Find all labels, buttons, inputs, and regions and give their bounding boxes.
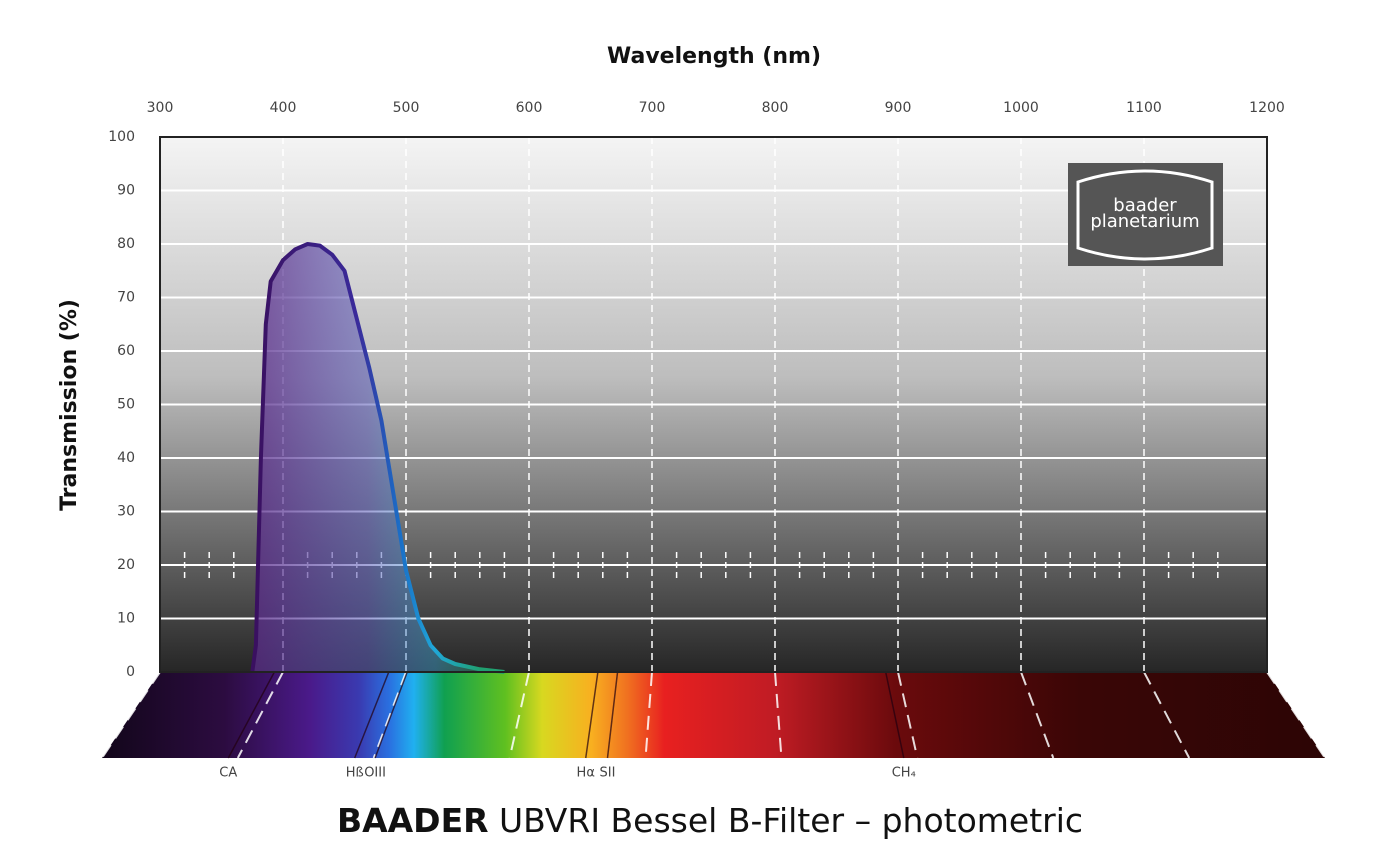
floor-tick bbox=[897, 671, 919, 759]
emission-line bbox=[227, 671, 276, 759]
title: UBVRI Bessel B-Filter – photometric bbox=[499, 801, 1083, 840]
x-tick-label: 700 bbox=[639, 100, 666, 116]
y-tick-label: 50 bbox=[117, 397, 135, 413]
area bbox=[252, 244, 505, 672]
emission-label: SII bbox=[600, 766, 616, 781]
emission-line bbox=[606, 671, 619, 759]
logo-text: baader bbox=[1113, 195, 1177, 216]
y-tick-label: 20 bbox=[117, 557, 135, 573]
x-tick-label: 600 bbox=[516, 100, 543, 116]
logo-outline bbox=[1076, 169, 1214, 261]
emission-label: OIII bbox=[364, 766, 386, 781]
x-axis-label: Wavelength (nm) bbox=[607, 44, 821, 69]
floor-tick bbox=[508, 671, 530, 759]
floor-tick bbox=[1143, 671, 1191, 759]
y-tick-label: 100 bbox=[108, 129, 135, 145]
y-tick-label: 10 bbox=[117, 611, 135, 627]
floor-tick bbox=[774, 671, 783, 759]
emission-label: CH₄ bbox=[892, 766, 916, 781]
logo-box bbox=[1068, 163, 1223, 266]
line bbox=[250, 242, 505, 674]
y-tick-label: 60 bbox=[117, 343, 135, 359]
x-tick-label: 300 bbox=[147, 100, 174, 116]
emission-label: Hα bbox=[577, 766, 595, 781]
x-tick-label: 500 bbox=[393, 100, 420, 116]
x-tick-label: 1200 bbox=[1249, 100, 1285, 116]
floor-tick bbox=[372, 671, 407, 759]
y-tick-label: 30 bbox=[117, 504, 135, 520]
emission-label: CA bbox=[219, 766, 237, 781]
x-tick-label: 400 bbox=[270, 100, 297, 116]
floor-tick bbox=[1020, 671, 1055, 759]
y-tick-label: 70 bbox=[117, 290, 135, 306]
y-tick-label: 0 bbox=[126, 664, 135, 680]
x-tick-label: 1100 bbox=[1126, 100, 1162, 116]
chart-title: BAADER UBVRI Bessel B-Filter – photometr… bbox=[337, 801, 1083, 840]
emission-line bbox=[584, 671, 599, 759]
x-tick-label: 900 bbox=[885, 100, 912, 116]
floor-tick bbox=[101, 671, 161, 759]
spectrum-floor bbox=[102, 672, 1325, 758]
floor-tick bbox=[1266, 671, 1326, 759]
emission-line bbox=[353, 671, 390, 759]
logo: baader planetarium bbox=[1068, 163, 1223, 266]
floor-tick bbox=[236, 671, 284, 759]
logo-text: planetarium bbox=[1090, 211, 1199, 232]
emission-label: Hß bbox=[346, 766, 364, 781]
brand: BAADER bbox=[337, 801, 489, 840]
y-tick-label: 90 bbox=[117, 183, 135, 199]
y-tick-label: 80 bbox=[117, 236, 135, 252]
x-tick-label: 1000 bbox=[1003, 100, 1039, 116]
emission-line bbox=[884, 671, 905, 759]
y-tick-label: 40 bbox=[117, 450, 135, 466]
x-tick-label: 800 bbox=[762, 100, 789, 116]
y-axis-label: Transmission (%) bbox=[57, 299, 82, 511]
floor-tick bbox=[644, 671, 653, 759]
emission-line bbox=[374, 671, 408, 759]
plot-frame bbox=[159, 136, 1268, 673]
